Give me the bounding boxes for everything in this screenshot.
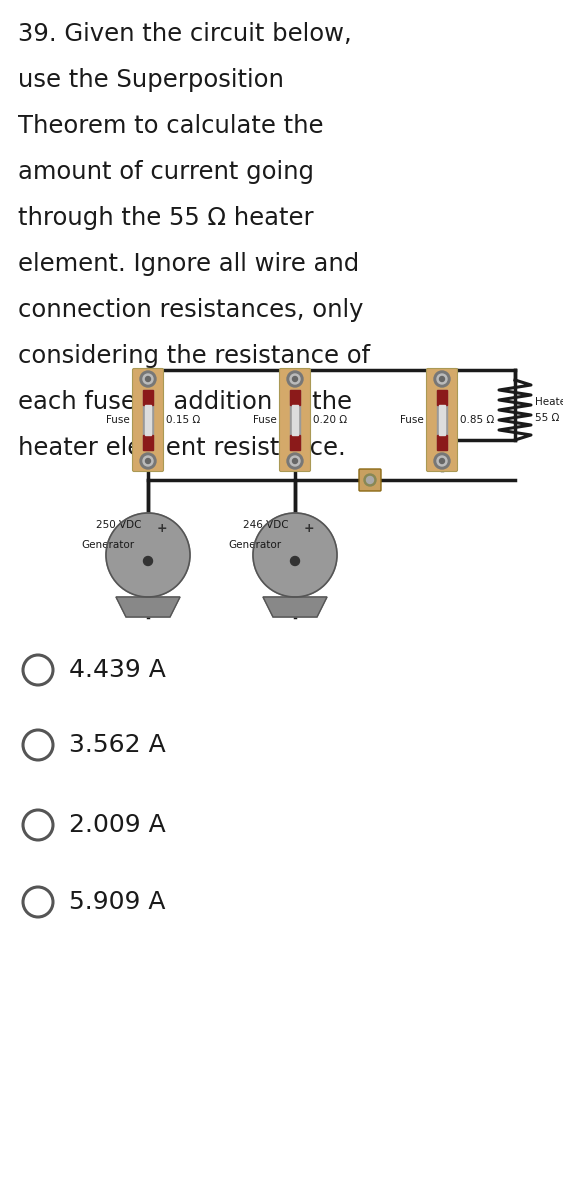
Text: element. Ignore all wire and: element. Ignore all wire and [18,252,359,276]
FancyBboxPatch shape [279,368,311,472]
Bar [292,404,298,434]
Circle shape [440,458,445,463]
Text: *: * [273,436,294,460]
Text: heater element resistance.: heater element resistance. [18,436,346,460]
Circle shape [145,458,150,463]
Circle shape [106,514,190,596]
Polygon shape [116,596,180,617]
Text: considering the resistance of: considering the resistance of [18,344,370,368]
Bar [290,390,300,450]
Circle shape [437,374,447,384]
Circle shape [367,476,373,484]
Text: connection resistances, only: connection resistances, only [18,298,364,322]
Circle shape [145,377,150,382]
Text: Fuse: Fuse [253,415,277,425]
Circle shape [364,474,376,486]
Text: use the Superposition: use the Superposition [18,68,284,92]
Text: 0.15 Ω: 0.15 Ω [166,415,200,425]
Text: +: + [157,522,167,535]
Text: Generator: Generator [82,540,135,550]
Circle shape [434,371,450,386]
Circle shape [287,371,303,386]
Circle shape [290,374,300,384]
Bar [143,390,153,404]
Polygon shape [263,596,327,617]
Bar [143,390,153,450]
Text: Heater: Heater [535,397,563,407]
Text: through the 55 Ω heater: through the 55 Ω heater [18,206,314,230]
Bar [437,434,447,450]
Text: each fuse in addition to the: each fuse in addition to the [18,390,352,414]
Text: 250 VDC: 250 VDC [96,520,141,530]
Text: 0.20 Ω: 0.20 Ω [313,415,347,425]
Bar [143,434,153,450]
Text: 2.009 A: 2.009 A [69,814,166,838]
Circle shape [253,514,337,596]
Circle shape [144,557,153,565]
Circle shape [140,452,156,469]
Bar [290,390,300,404]
Circle shape [140,371,156,386]
Text: +: + [303,522,314,535]
Text: 39. Given the circuit below,: 39. Given the circuit below, [18,22,352,46]
Circle shape [437,456,447,466]
Circle shape [143,456,153,466]
Circle shape [143,374,153,384]
Text: 0.85 Ω: 0.85 Ω [460,415,494,425]
Circle shape [290,456,300,466]
Bar [439,404,445,434]
FancyBboxPatch shape [132,368,163,472]
Text: 3.562 A: 3.562 A [69,733,166,757]
Bar [290,434,300,450]
Circle shape [287,452,303,469]
Bar [437,390,447,450]
Circle shape [440,377,445,382]
Text: 4.439 A: 4.439 A [69,658,166,682]
Text: 55 Ω: 55 Ω [535,413,560,422]
Text: 246 VDC: 246 VDC [243,520,289,530]
Circle shape [434,452,450,469]
FancyBboxPatch shape [359,469,381,491]
Text: amount of current going: amount of current going [18,160,314,184]
Bar [437,390,447,404]
Text: Generator: Generator [229,540,282,550]
Text: Fuse: Fuse [400,415,424,425]
Text: 5.909 A: 5.909 A [69,890,166,914]
FancyBboxPatch shape [427,368,458,472]
Circle shape [291,557,300,565]
Text: Fuse: Fuse [106,415,130,425]
Circle shape [293,377,297,382]
Bar [145,404,151,434]
Text: Theorem to calculate the: Theorem to calculate the [18,114,324,138]
Circle shape [293,458,297,463]
